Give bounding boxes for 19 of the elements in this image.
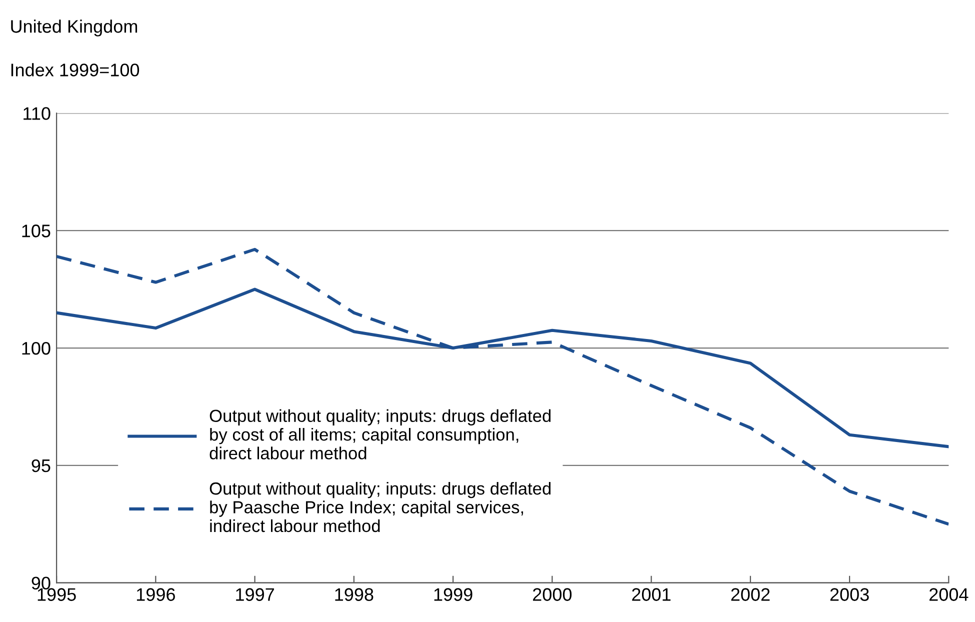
- x-tick-label: 2001: [632, 588, 671, 601]
- y-tick-label: 110: [24, 107, 50, 120]
- x-tick-label: 1997: [236, 588, 274, 601]
- x-tick-label: 2002: [731, 588, 770, 601]
- x-tick-label: 1998: [335, 588, 374, 601]
- chart-title: United Kingdom: [11, 20, 138, 36]
- x-tick-label: 2004: [930, 588, 968, 601]
- x-tick-label: 1995: [38, 588, 76, 601]
- x-tick-label: 2003: [830, 588, 869, 601]
- legend-label: Output without quality; inputs: drugs deflated by Paasche Price Index; capital services, indirect labour method: [210, 482, 551, 532]
- y-axis-title: Index 1999=100: [11, 63, 140, 76]
- y-tick-label: 100: [22, 342, 50, 355]
- x-tick-label: 2000: [533, 588, 572, 601]
- y-tick-label: 105: [22, 224, 50, 238]
- x-tick-label: 1999: [434, 588, 472, 601]
- legend-label: Output without quality; inputs: drugs deflated by cost of all items; capital consumption, direct labour method: [210, 409, 551, 460]
- y-tick-label: 90: [32, 576, 50, 590]
- y-tick-label: 95: [32, 459, 50, 472]
- x-tick-label: 1996: [136, 588, 175, 601]
